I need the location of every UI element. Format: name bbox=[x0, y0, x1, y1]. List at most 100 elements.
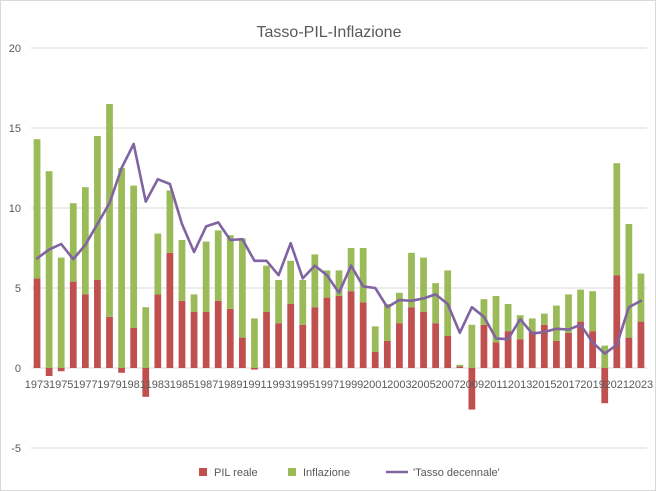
bar-pil-reale-2009 bbox=[468, 368, 476, 410]
bar-pil-reale-1988 bbox=[214, 300, 222, 368]
bar-pil-reale-1974 bbox=[45, 368, 53, 376]
bar-inflazione-1978 bbox=[94, 136, 101, 280]
x-tick-label: 1987 bbox=[194, 379, 218, 391]
bar-pil-reale-2020 bbox=[601, 368, 609, 404]
legend-item-tasso-decennale: 'Tasso decennale' bbox=[386, 467, 500, 479]
bar-pil-reale-2001 bbox=[371, 352, 379, 368]
x-tick-label: 1989 bbox=[218, 379, 242, 391]
bar-inflazione-2018 bbox=[577, 289, 584, 322]
bar-pil-reale-1987 bbox=[202, 312, 210, 368]
bar-inflazione-2017 bbox=[565, 294, 572, 333]
legend-label: PIL reale bbox=[214, 467, 258, 479]
x-tick-label: 2013 bbox=[508, 379, 532, 391]
bar-inflazione-1988 bbox=[214, 230, 222, 301]
bar-inflazione-1999 bbox=[347, 248, 355, 292]
bar-pil-reale-1994 bbox=[287, 304, 295, 368]
x-tick-label: 2009 bbox=[460, 379, 484, 391]
x-tick-label: 1999 bbox=[339, 379, 363, 391]
bar-pil-reale-2014 bbox=[528, 331, 536, 368]
bar-inflazione-2021 bbox=[613, 163, 621, 276]
bar-pil-reale-1995 bbox=[299, 324, 307, 368]
bar-inflazione-1973 bbox=[33, 139, 41, 279]
y-tick-label: 15 bbox=[9, 123, 21, 135]
x-tick-label: 1983 bbox=[146, 379, 170, 391]
bar-inflazione-1991 bbox=[251, 318, 258, 368]
x-tick-label: 2005 bbox=[411, 379, 435, 391]
bar-inflazione-1984 bbox=[166, 190, 174, 253]
bar-pil-reale-1982 bbox=[142, 368, 150, 397]
bar-inflazione-1979 bbox=[106, 104, 113, 317]
y-tick-label: 0 bbox=[15, 363, 21, 375]
bar-inflazione-2001 bbox=[371, 326, 379, 352]
bar-inflazione-2006 bbox=[432, 283, 440, 324]
bar-pil-reale-1998 bbox=[335, 296, 343, 368]
bar-pil-reale-2022 bbox=[625, 337, 633, 368]
bar-inflazione-1983 bbox=[154, 233, 162, 295]
bar-pil-reale-2016 bbox=[553, 340, 560, 368]
bar-inflazione-1989 bbox=[226, 235, 234, 309]
line-series bbox=[35, 142, 643, 355]
bar-pil-reale-2003 bbox=[396, 323, 403, 368]
bar-inflazione-2015 bbox=[540, 313, 548, 325]
bar-pil-reale-2002 bbox=[383, 340, 391, 368]
bar-inflazione-1997 bbox=[323, 270, 331, 298]
bar-inflazione-2020 bbox=[601, 345, 609, 368]
x-tick-label: 2003 bbox=[387, 379, 411, 391]
bar-pil-reale-1973 bbox=[33, 278, 41, 368]
x-axis: 1973 1975 1977 1979 1981 1983 1985 1987 1989 1991… bbox=[25, 379, 653, 391]
x-tick-label: 2011 bbox=[484, 379, 508, 391]
bar-pil-reale-1976 bbox=[69, 281, 77, 368]
bar-pil-reale-1984 bbox=[166, 252, 174, 368]
bar-pil-reale-1985 bbox=[178, 300, 186, 368]
bar-pil-reale-1975 bbox=[57, 368, 65, 372]
x-tick-label: 2017 bbox=[556, 379, 580, 391]
bar-pil-reale-2021 bbox=[613, 275, 621, 368]
bar-inflazione-2010 bbox=[480, 299, 488, 325]
x-tick-label: 2015 bbox=[532, 379, 556, 391]
bar-inflazione-2023 bbox=[637, 273, 645, 322]
bar-inflazione-2000 bbox=[359, 248, 367, 303]
x-tick-label: 1979 bbox=[97, 379, 121, 391]
chart-title: Tasso-PIL-Inflazione bbox=[257, 24, 402, 41]
bars bbox=[33, 104, 645, 410]
bar-inflazione-2009 bbox=[468, 324, 476, 368]
bar-pil-reale-2007 bbox=[444, 336, 452, 368]
bar-inflazione-1994 bbox=[287, 260, 295, 304]
bar-inflazione-1987 bbox=[202, 241, 210, 312]
bar-pil-reale-1990 bbox=[238, 337, 246, 368]
x-tick-label: 1985 bbox=[170, 379, 194, 391]
bar-inflazione-2019 bbox=[589, 291, 597, 332]
bar-inflazione-1975 bbox=[57, 257, 65, 368]
bar-inflazione-1985 bbox=[178, 240, 186, 301]
x-tick-label: 2019 bbox=[580, 379, 604, 391]
x-tick-label: 1991 bbox=[242, 379, 266, 391]
y-tick-label: 10 bbox=[9, 203, 21, 215]
legend-label: 'Tasso decennale' bbox=[413, 467, 500, 479]
bar-pil-reale-1996 bbox=[311, 307, 319, 368]
x-tick-label: 1993 bbox=[266, 379, 290, 391]
y-tick-label: -5 bbox=[11, 443, 21, 455]
bar-inflazione-1976 bbox=[69, 203, 77, 282]
bar-inflazione-1990 bbox=[238, 238, 246, 338]
bar-inflazione-2014 bbox=[528, 318, 536, 332]
bar-pil-reale-2012 bbox=[504, 331, 512, 368]
bar-pil-reale-1991 bbox=[251, 368, 258, 370]
bar-inflazione-1986 bbox=[190, 294, 198, 312]
bar-pil-reale-1999 bbox=[347, 291, 355, 368]
bar-inflazione-2011 bbox=[492, 296, 500, 343]
bar-pil-reale-1993 bbox=[275, 323, 282, 368]
bar-pil-reale-1981 bbox=[130, 328, 138, 368]
y-tick-label: 5 bbox=[15, 283, 21, 295]
bar-pil-reale-1978 bbox=[94, 280, 101, 368]
bar-pil-reale-2004 bbox=[408, 307, 415, 368]
bar-inflazione-2008 bbox=[456, 364, 464, 367]
legend-label: Inflazione bbox=[303, 467, 350, 479]
x-tick-label: 1977 bbox=[73, 379, 97, 391]
bar-inflazione-1977 bbox=[81, 187, 89, 295]
bar-inflazione-2005 bbox=[420, 257, 427, 312]
bar-pil-reale-2015 bbox=[540, 324, 548, 368]
x-tick-label: 2021 bbox=[605, 379, 629, 391]
bar-pil-reale-2005 bbox=[420, 312, 427, 368]
bar-pil-reale-1983 bbox=[154, 294, 162, 368]
